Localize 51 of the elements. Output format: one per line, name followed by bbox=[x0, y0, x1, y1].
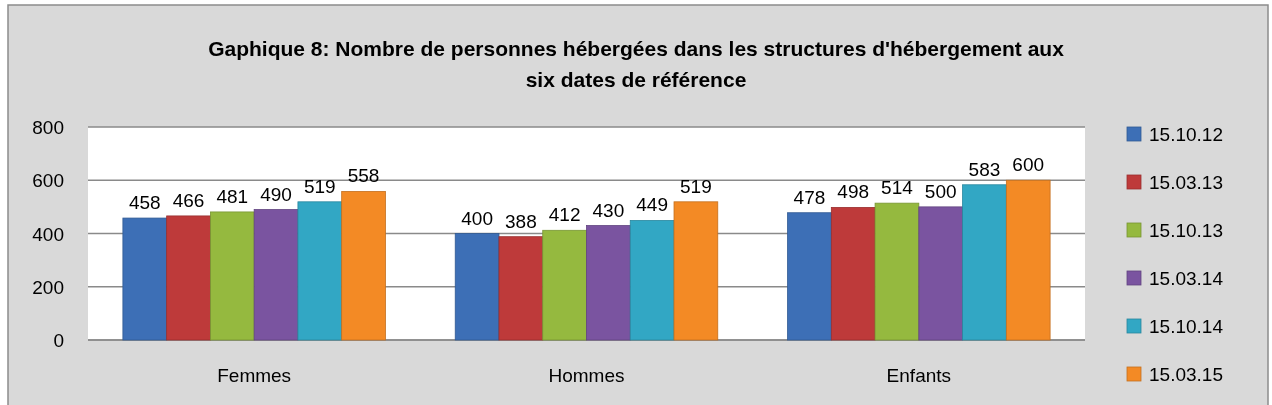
y-tick-label: 400 bbox=[32, 223, 64, 245]
legend-label: 15.10.13 bbox=[1149, 220, 1223, 241]
data-label: 400 bbox=[461, 207, 493, 229]
bar bbox=[253, 209, 299, 341]
y-tick-label: 600 bbox=[32, 170, 64, 192]
y-tick-label: 800 bbox=[32, 117, 64, 138]
x-tick-label: Femmes bbox=[217, 365, 292, 386]
bar bbox=[542, 229, 587, 341]
bar bbox=[1005, 179, 1051, 341]
data-label: 466 bbox=[172, 189, 205, 211]
bar bbox=[454, 233, 500, 341]
data-label: 412 bbox=[548, 204, 581, 226]
legend-label: 15.10.14 bbox=[1149, 316, 1224, 337]
bar bbox=[962, 184, 1007, 341]
bar bbox=[787, 212, 832, 341]
data-label: 478 bbox=[793, 186, 826, 208]
bar bbox=[874, 202, 920, 341]
data-label: 458 bbox=[128, 192, 161, 214]
y-tick-label: 200 bbox=[32, 276, 64, 298]
bar bbox=[498, 236, 544, 341]
bar bbox=[673, 201, 719, 341]
x-tick-label: Enfants bbox=[886, 365, 952, 386]
bar bbox=[918, 206, 963, 341]
data-label: 600 bbox=[1012, 154, 1045, 176]
legend-label: 15.10.12 bbox=[1149, 124, 1223, 145]
bar bbox=[629, 220, 675, 341]
y-tick-label: 0 bbox=[53, 330, 64, 351]
data-label: 519 bbox=[680, 175, 712, 197]
chart-title: Gaphique 8: Nombre de personnes hébergées dans les structures d'hébergement aux six dates de référence bbox=[208, 37, 1065, 91]
bar bbox=[210, 211, 255, 341]
bar bbox=[122, 217, 168, 341]
legend-label: 15.03.13 bbox=[1149, 172, 1223, 193]
data-label: 490 bbox=[260, 183, 292, 205]
data-label: 583 bbox=[968, 158, 1001, 180]
legend-label: 15.03.14 bbox=[1149, 268, 1224, 289]
data-label: 500 bbox=[924, 180, 957, 202]
data-label: 519 bbox=[303, 175, 336, 197]
bar bbox=[830, 207, 876, 341]
bar bbox=[166, 215, 211, 341]
data-label: 498 bbox=[837, 181, 870, 203]
data-label: 430 bbox=[592, 199, 625, 221]
data-label: 514 bbox=[881, 177, 914, 199]
data-label: 388 bbox=[505, 210, 537, 232]
data-label: 449 bbox=[636, 194, 668, 216]
bar bbox=[297, 201, 343, 341]
data-label: 481 bbox=[216, 185, 249, 207]
legend-label: 15.03.15 bbox=[1149, 364, 1223, 385]
x-tick-label: Hommes bbox=[548, 365, 625, 386]
bar bbox=[586, 225, 631, 341]
data-label: 558 bbox=[347, 165, 380, 187]
bar bbox=[341, 191, 386, 341]
